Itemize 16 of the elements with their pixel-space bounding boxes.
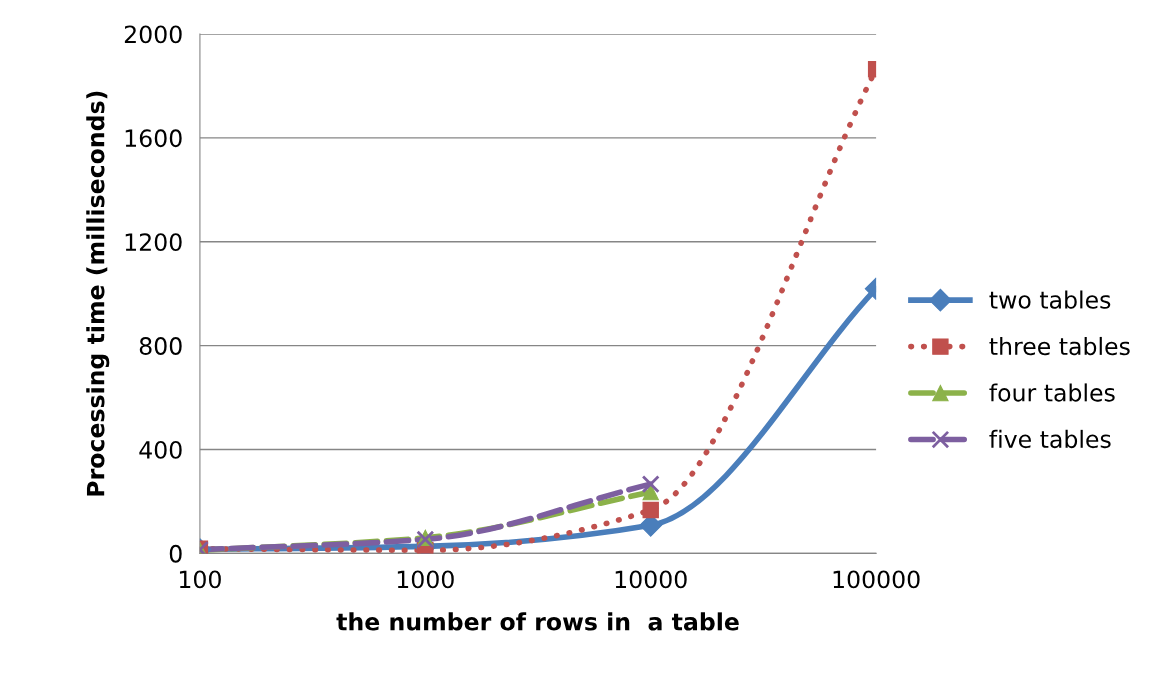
x-axis-title: the number of rows in a table (336, 612, 739, 631)
legend-label: five tables (989, 429, 1111, 449)
x-tick-label: 100 (179, 570, 221, 589)
y-tick-label: 0 (169, 544, 182, 563)
x-tick-label: 10000 (615, 570, 687, 589)
y-tick-label: 800 (139, 337, 182, 355)
legend-label: four tables (989, 383, 1115, 402)
legend-label: two tables (989, 290, 1111, 309)
legend-label: three tables (989, 336, 1130, 356)
x-tick-label: 1000 (397, 570, 454, 589)
y-tick-label: 1600 (125, 129, 182, 148)
y-tick-label: 400 (139, 440, 182, 459)
x-tick-label: 100000 (833, 570, 920, 589)
y-tick-label: 2000 (124, 25, 182, 44)
y-axis-title: Processing time (milliseconds) (86, 91, 110, 496)
y-tick-label: 1200 (125, 233, 182, 252)
